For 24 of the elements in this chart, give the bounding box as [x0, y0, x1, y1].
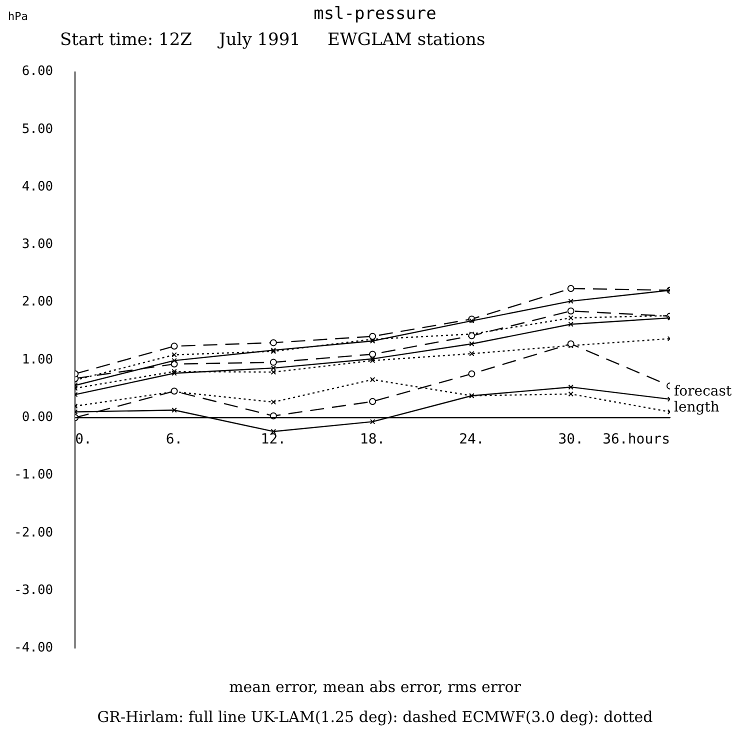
y-tick-label: 5.00 — [22, 122, 54, 137]
x-tick-label: 36.hours — [602, 432, 670, 448]
x-tick-label: 30. — [558, 432, 584, 448]
y-tick-label: 0.00 — [22, 410, 54, 426]
text: mean error, mean abs error, rms error — [228, 677, 522, 698]
x-tick-label: 18. — [360, 432, 386, 448]
chart-subtitle: Start time: 12Z July 1991 EWGLAM stations — [60, 30, 486, 50]
x-tick-label: 24. — [459, 432, 484, 448]
y-tick-label: 4.00 — [22, 179, 54, 194]
y-tick-label: -1.00 — [14, 468, 54, 483]
x-tick-label: 6. — [166, 432, 183, 448]
x-tick-label: 0. — [75, 432, 92, 448]
y-tick-label: 6.00 — [22, 64, 54, 80]
y-tick-label: -3.00 — [14, 582, 54, 598]
chart-title: msl-pressure — [314, 4, 436, 24]
text: GR-Hirlam: full line UK-LAM(1.25 deg): dashed ECMWF(3.0 deg): dotted — [96, 707, 654, 728]
y-tick-label: 1.00 — [22, 352, 54, 368]
y-tick-label: -4.00 — [14, 640, 54, 656]
y-tick-label: 2.00 — [22, 294, 54, 310]
x-tick-label: 12. — [260, 432, 286, 448]
y-tick-label: -2.00 — [14, 525, 54, 540]
y-tick-label: 3.00 — [22, 237, 54, 252]
y-axis-title: hPa — [8, 10, 28, 23]
text: forecast length — [674, 384, 732, 416]
